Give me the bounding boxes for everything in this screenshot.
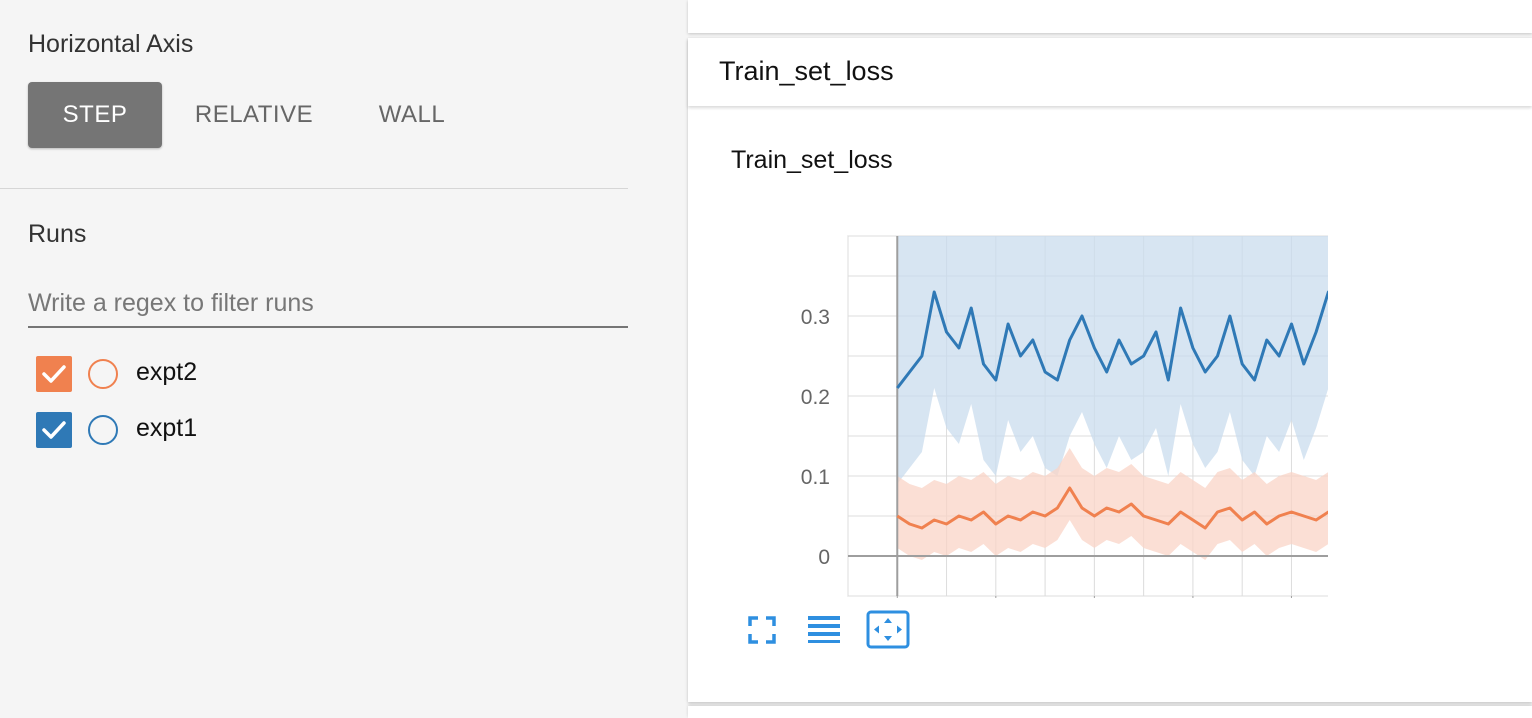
fit-domain-icon xyxy=(866,610,910,649)
axis-wall-button[interactable]: WALL xyxy=(378,101,446,128)
y-tick-label: 0.2 xyxy=(801,386,830,409)
series-line-expt1 xyxy=(896,290,1328,389)
run-color-circle-expt2[interactable] xyxy=(88,359,118,389)
toggle-log-scale-icon xyxy=(808,616,840,643)
series-line-expt2 xyxy=(896,486,1328,530)
previous-card-edge xyxy=(688,0,1532,33)
run-label-expt2: expt2 xyxy=(136,358,198,386)
run-color-circle-expt1[interactable] xyxy=(88,415,118,445)
card-header[interactable]: Train_set_loss xyxy=(688,38,1532,106)
y-tick-label: 0.3 xyxy=(801,306,830,329)
fullscreen-button[interactable] xyxy=(740,610,784,650)
fullscreen-icon xyxy=(748,616,776,644)
card-header-title: Train_set_loss xyxy=(719,56,894,86)
checkmark-icon xyxy=(42,421,66,439)
fit-domain-button[interactable] xyxy=(866,610,910,650)
series-band-expt2 xyxy=(897,448,1328,560)
y-tick-label: 0.1 xyxy=(801,466,830,489)
run-label-expt1: expt1 xyxy=(136,414,198,442)
checkmark-icon xyxy=(42,365,66,383)
run-filter-input[interactable] xyxy=(28,280,628,328)
axis-step-button[interactable]: STEP xyxy=(28,82,162,148)
axis-relative-button[interactable]: RELATIVE xyxy=(194,101,314,128)
y-tick-label: 0 xyxy=(818,546,830,569)
loss-chart[interactable]: 00.10.20.304008001.2k1.6k xyxy=(768,188,1328,598)
run-checkbox-expt1[interactable] xyxy=(36,412,72,448)
sidebar: Horizontal Axis STEP RELATIVE WALL Runs … xyxy=(0,0,690,718)
log-scale-toggle-button[interactable] xyxy=(802,610,846,650)
sidebar-divider xyxy=(0,188,628,189)
run-checkbox-expt2[interactable] xyxy=(36,356,72,392)
next-card-edge xyxy=(688,706,1532,718)
horizontal-axis-title: Horizontal Axis xyxy=(28,30,194,58)
runs-title: Runs xyxy=(28,220,87,248)
chart-title: Train_set_loss xyxy=(731,146,893,174)
scalar-card: Train_set_loss Train_set_loss 0 0.1 0.2 0.3… xyxy=(688,38,1532,702)
main-panel: Train_set_loss Train_set_loss 0 0.1 0.2 0.3… xyxy=(688,0,1532,718)
